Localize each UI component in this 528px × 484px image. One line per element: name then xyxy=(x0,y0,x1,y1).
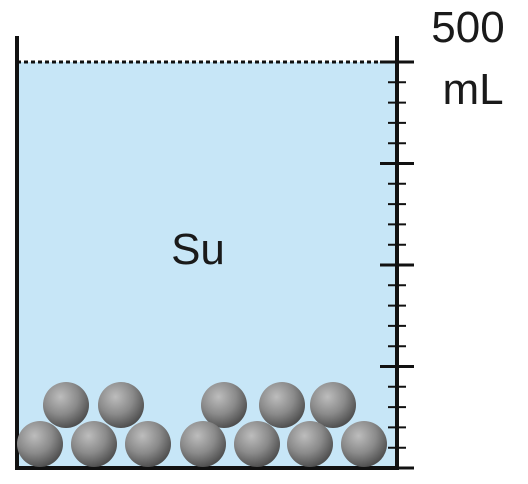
sphere xyxy=(71,421,117,467)
sphere xyxy=(287,421,333,467)
sphere xyxy=(17,421,63,467)
sphere xyxy=(234,421,280,467)
sphere xyxy=(43,382,89,428)
sphere-group xyxy=(17,382,387,467)
sphere xyxy=(259,382,305,428)
sphere xyxy=(180,421,226,467)
volume-value-label: 500 xyxy=(431,3,504,52)
beaker-outline xyxy=(15,36,399,470)
sphere xyxy=(310,382,356,428)
liquid-label: Su xyxy=(171,225,225,274)
sphere xyxy=(125,421,171,467)
sphere xyxy=(341,421,387,467)
sphere xyxy=(98,382,144,428)
volume-unit-label: mL xyxy=(442,65,503,114)
graduation-scale xyxy=(380,60,414,470)
sphere xyxy=(201,382,247,428)
